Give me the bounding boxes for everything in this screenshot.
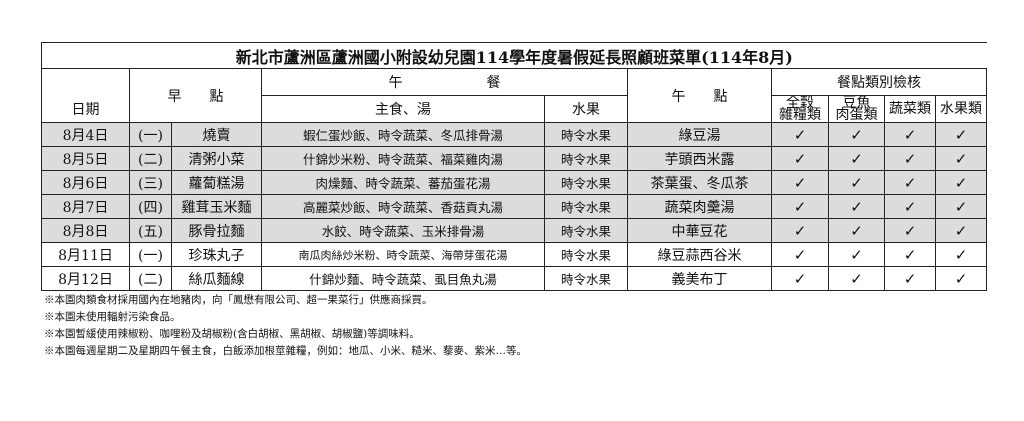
date-header-top xyxy=(41,68,130,96)
date-header: 日期 xyxy=(41,95,130,123)
lunch-main-header: 主食、湯 xyxy=(261,95,545,123)
note: ※本園未使用輻射污染食品。 xyxy=(44,311,181,323)
check-mark-icon: ✓ xyxy=(884,194,936,219)
date-cell: 8月7日 xyxy=(41,194,130,219)
lunch-main-cell: 肉燥麵、時令蔬菜、蕃茄蛋花湯 xyxy=(261,170,545,195)
weekday-cell: (一) xyxy=(129,122,172,147)
table-row: 8月11日 (一) 珍珠丸子 南瓜肉絲炒米粉、時令蔬菜、海帶芽蛋花湯 時令水果 綠豆蒜西谷… xyxy=(41,242,988,267)
check-mark-icon: ✓ xyxy=(884,218,936,243)
check-mark-icon: ✓ xyxy=(771,170,829,195)
lunch-main-cell: 什錦炒米粉、時令蔬菜、福菜雞肉湯 xyxy=(261,146,545,171)
lunch-fruit-cell: 時令水果 xyxy=(544,242,628,267)
check-mark-icon: ✓ xyxy=(884,170,936,195)
weekday-cell: (二) xyxy=(129,266,172,291)
breakfast-cell: 豚骨拉麵 xyxy=(171,218,262,243)
note: ※本園暫緩使用辣椒粉、咖哩粉及胡椒粉(含白胡椒、黑胡椒、胡椒鹽)等調味料。 xyxy=(44,328,420,340)
date-cell: 8月5日 xyxy=(41,146,130,171)
date-cell: 8月11日 xyxy=(41,242,130,267)
snack-cell: 茶葉蛋、冬瓜茶 xyxy=(627,170,772,195)
weekday-cell: (一) xyxy=(129,242,172,267)
check-mark-icon: ✓ xyxy=(884,266,936,291)
table-row: 8月7日 (四) 雞茸玉米麵 高麗菜炒飯、時令蔬菜、香菇貢丸湯 時令水果 蔬菜肉羹湯 ✓ ✓ ✓… xyxy=(41,194,988,219)
breakfast-cell: 清粥小菜 xyxy=(171,146,262,171)
check-mark-icon: ✓ xyxy=(828,170,885,195)
note: ※本園每週星期二及星期四午餐主食，白飯添加根莖雜糧，例如：地瓜、小米、糙米、藜麥… xyxy=(44,345,527,357)
breakfast-cell: 蘿蔔糕湯 xyxy=(171,170,262,195)
breakfast-cell: 燒賣 xyxy=(171,122,262,147)
check-mark-icon: ✓ xyxy=(771,146,829,171)
page-title: 新北市蘆洲區蘆洲國小附設幼兒園114學年度暑假延長照顧班菜單(114年8月) xyxy=(40,42,987,69)
check-mark-icon: ✓ xyxy=(934,194,988,219)
menu-table: 新北市蘆洲區蘆洲國小附設幼兒園114學年度暑假延長照顧班菜單(114年8月) 早… xyxy=(40,42,988,291)
check-mark-icon: ✓ xyxy=(771,218,829,243)
check-mark-icon: ✓ xyxy=(934,146,988,171)
check-header-vegetables: 蔬菜類 xyxy=(884,95,936,123)
check-header-fruits: 水果類 xyxy=(934,95,988,123)
menu-document: 新北市蘆洲區蘆洲國小附設幼兒園114學年度暑假延長照顧班菜單(114年8月) 早… xyxy=(40,42,988,357)
check-mark-icon: ✓ xyxy=(828,194,885,219)
check-mark-icon: ✓ xyxy=(828,242,885,267)
date-cell: 8月4日 xyxy=(41,122,130,147)
check-mark-icon: ✓ xyxy=(934,242,988,267)
lunch-fruit-cell: 時令水果 xyxy=(544,218,628,243)
lunch-fruit-cell: 時令水果 xyxy=(544,194,628,219)
table-row: 8月12日 (二) 絲瓜麵線 什錦炒麵、時令蔬菜、虱目魚丸湯 時令水果 義美布丁 ✓ ✓ ✓ ✓ xyxy=(41,266,988,291)
check-mark-icon: ✓ xyxy=(828,122,885,147)
check-mark-icon: ✓ xyxy=(828,146,885,171)
check-mark-icon: ✓ xyxy=(934,170,988,195)
check-mark-icon: ✓ xyxy=(934,266,988,291)
table-row: 8月6日 (三) 蘿蔔糕湯 肉燥麵、時令蔬菜、蕃茄蛋花湯 時令水果 茶葉蛋、冬瓜茶 ✓ ✓ ✓ ✓ xyxy=(41,170,988,195)
lunch-header: 午 餐 xyxy=(261,68,628,96)
lunch-main-cell: 南瓜肉絲炒米粉、時令蔬菜、海帶芽蛋花湯 xyxy=(261,242,545,267)
weekday-cell: (二) xyxy=(129,146,172,171)
snack-cell: 綠豆湯 xyxy=(627,122,772,147)
breakfast-cell: 雞茸玉米麵 xyxy=(171,194,262,219)
check-header-protein: 豆魚 肉蛋類 xyxy=(828,95,885,123)
check-mark-icon: ✓ xyxy=(771,194,829,219)
snack-cell: 蔬菜肉羹湯 xyxy=(627,194,772,219)
weekday-cell: (五) xyxy=(129,218,172,243)
weekday-cell: (四) xyxy=(129,194,172,219)
date-cell: 8月6日 xyxy=(41,170,130,195)
lunch-fruit-cell: 時令水果 xyxy=(544,122,628,147)
breakfast-cell: 絲瓜麵線 xyxy=(171,266,262,291)
lunch-main-cell: 蝦仁蛋炒飯、時令蔬菜、冬瓜排骨湯 xyxy=(261,122,545,147)
check-group-header: 餐點類別檢核 xyxy=(770,68,988,96)
check-mark-icon: ✓ xyxy=(771,242,829,267)
check-mark-icon: ✓ xyxy=(771,266,829,291)
snack-cell: 芋頭西米露 xyxy=(627,146,772,171)
lunch-fruit-cell: 時令水果 xyxy=(544,266,628,291)
lunch-main-cell: 水餃、時令蔬菜、玉米排骨湯 xyxy=(261,218,545,243)
table-row: 8月5日 (二) 清粥小菜 什錦炒米粉、時令蔬菜、福菜雞肉湯 時令水果 芋頭西米露 ✓ ✓ ✓ ✓ xyxy=(41,146,988,171)
check-mark-icon: ✓ xyxy=(828,218,885,243)
table-row: 8月4日 (一) 燒賣 蝦仁蛋炒飯、時令蔬菜、冬瓜排骨湯 時令水果 綠豆湯 ✓ ✓ ✓ ✓ xyxy=(41,122,988,147)
weekday-cell: (三) xyxy=(129,170,172,195)
check-header-grains: 全穀 雜糧類 xyxy=(771,95,829,123)
lunch-main-cell: 什錦炒麵、時令蔬菜、虱目魚丸湯 xyxy=(261,266,545,291)
snack-cell: 綠豆蒜西谷米 xyxy=(627,242,772,267)
lunch-fruit-cell: 時令水果 xyxy=(544,146,628,171)
notes: ※本園肉類食材採用國內在地豬肉，向「鳳懋有限公司、超一果菜行」供應商採買。 ※本… xyxy=(44,292,527,360)
lunch-fruit-header: 水果 xyxy=(544,95,628,123)
snack-cell: 中華豆花 xyxy=(627,218,772,243)
date-cell: 8月12日 xyxy=(41,266,130,291)
check-mark-icon: ✓ xyxy=(771,122,829,147)
table-row: 8月8日 (五) 豚骨拉麵 水餃、時令蔬菜、玉米排骨湯 時令水果 中華豆花 ✓ ✓ ✓ ✓ xyxy=(41,218,988,243)
note: ※本園肉類食材採用國內在地豬肉，向「鳳懋有限公司、超一果菜行」供應商採買。 xyxy=(44,294,433,306)
lunch-main-cell: 高麗菜炒飯、時令蔬菜、香菇貢丸湯 xyxy=(261,194,545,219)
check-mark-icon: ✓ xyxy=(828,266,885,291)
snack-header: 午 點 xyxy=(627,68,772,123)
check-mark-icon: ✓ xyxy=(934,122,988,147)
breakfast-header: 早 點 xyxy=(129,68,262,123)
breakfast-cell: 珍珠丸子 xyxy=(171,242,262,267)
check-mark-icon: ✓ xyxy=(934,218,988,243)
check-mark-icon: ✓ xyxy=(884,242,936,267)
date-cell: 8月8日 xyxy=(41,218,130,243)
lunch-fruit-cell: 時令水果 xyxy=(544,170,628,195)
check-mark-icon: ✓ xyxy=(884,146,936,171)
snack-cell: 義美布丁 xyxy=(627,266,772,291)
check-mark-icon: ✓ xyxy=(884,122,936,147)
